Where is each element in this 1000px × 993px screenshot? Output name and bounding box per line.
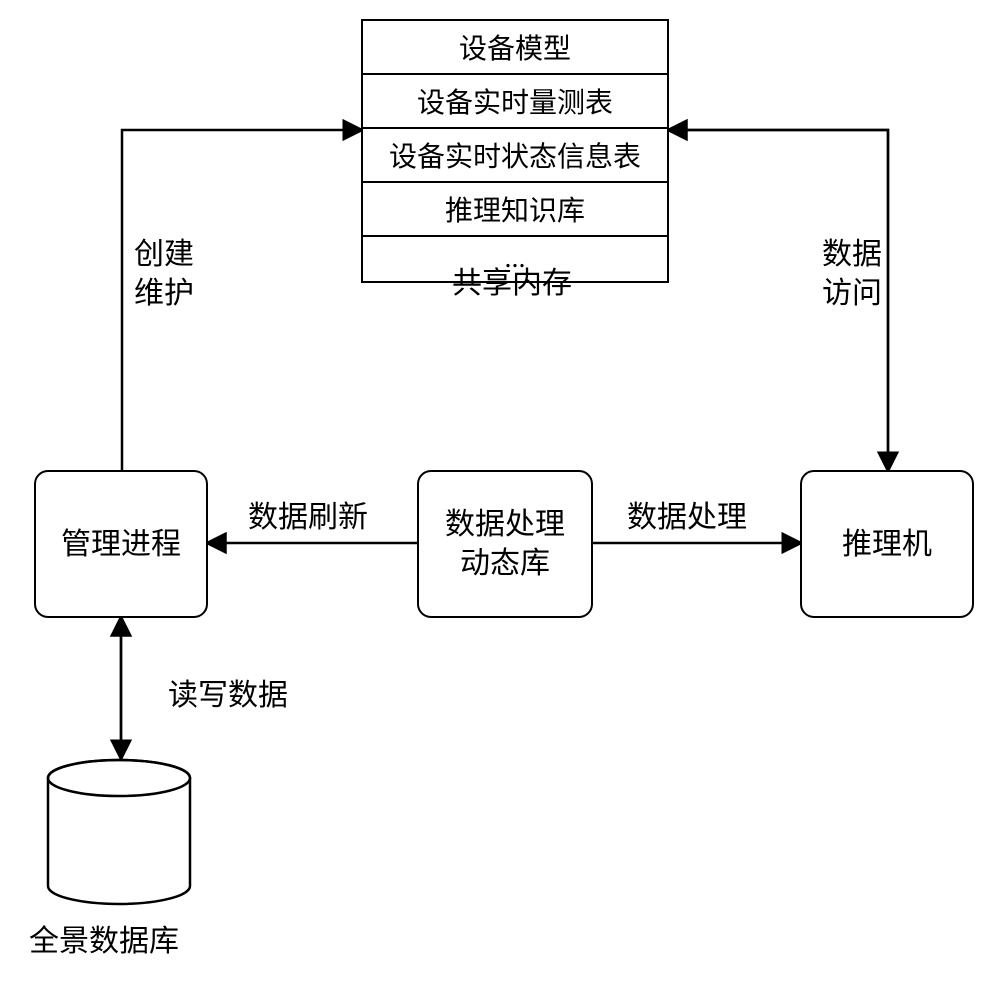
stack-row: 设备实时状态信息表	[363, 129, 667, 183]
node-label: 管理进程	[61, 525, 181, 564]
label-data-access: 数据 访问	[822, 235, 882, 313]
node-mgmt-process: 管理进程	[34, 470, 208, 618]
cylinder-icon	[46, 758, 192, 906]
cylinder-database	[46, 758, 192, 906]
diagram-canvas: 设备模型 设备实时量测表 设备实时状态信息表 推理知识库 ... 共享内存 管理…	[0, 0, 1000, 993]
stack-row: 设备模型	[363, 21, 667, 75]
stack-row: 推理知识库	[363, 183, 667, 237]
stack-row: 设备实时量测表	[363, 75, 667, 129]
label-data-refresh: 数据刷新	[248, 498, 368, 537]
node-label: 推理机	[842, 525, 932, 564]
label-rw-data: 读写数据	[168, 676, 288, 715]
cylinder-label: 全景数据库	[29, 916, 179, 960]
label-create-maintain: 创建 维护	[134, 235, 194, 313]
node-label: 数据处理 动态库	[445, 505, 565, 583]
shared-memory-caption: 共享内存	[452, 258, 572, 302]
label-data-process: 数据处理	[627, 498, 747, 537]
shared-memory-stack: 设备模型 设备实时量测表 设备实时状态信息表 推理知识库 ...	[361, 19, 669, 283]
node-data-lib: 数据处理 动态库	[417, 470, 593, 618]
node-inference: 推理机	[800, 470, 974, 618]
